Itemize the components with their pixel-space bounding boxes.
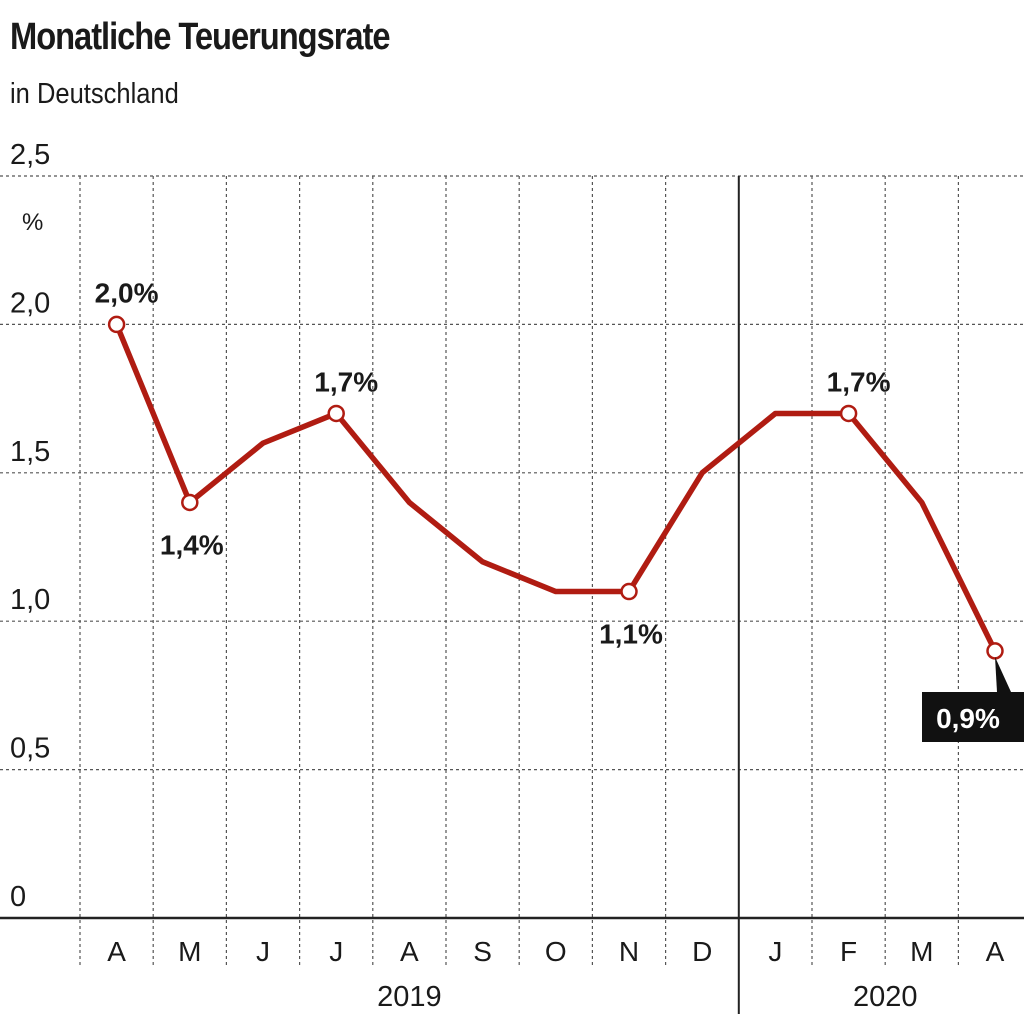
data-label-highlight: 0,9%: [936, 703, 1000, 734]
y-tick-label: 0,5: [10, 733, 50, 765]
x-tick-label: A: [400, 936, 419, 967]
data-points: [107, 315, 1004, 660]
year-label: 2019: [377, 981, 442, 1013]
grid-lines: [0, 175, 1024, 968]
x-tick-label: S: [473, 936, 492, 967]
chart-title: Monatliche Teuerungsrate: [10, 16, 391, 58]
data-point-marker: [986, 642, 1004, 660]
data-point-marker: [107, 315, 126, 334]
data-label: 2,0%: [95, 277, 159, 308]
y-tick-label: 2,0: [10, 287, 50, 319]
x-tick-label: M: [910, 936, 933, 967]
x-tick-label: J: [329, 936, 343, 967]
chart-subtitle: in Deutschland: [10, 78, 179, 110]
tick-labels: 0 0,5 1,0 1,5 2,0 2,5% A M J J A S O N D J F M A 2019 2020: [10, 139, 1005, 1013]
callout-pointer: [995, 656, 1011, 692]
callout-box: [922, 692, 1024, 742]
data-point-marker: [327, 404, 345, 423]
data-point-marker: [181, 493, 199, 512]
x-tick-label: D: [692, 936, 712, 967]
x-tick-label: J: [768, 936, 782, 967]
data-label: 1,1%: [599, 619, 663, 650]
y-tick-label: 1,5: [10, 436, 50, 468]
x-tick-label: A: [986, 936, 1005, 967]
axes: [0, 176, 1024, 1014]
data-point-marker: [620, 582, 638, 601]
data-label: 1,7%: [314, 366, 378, 397]
x-tick-label: A: [107, 936, 126, 967]
x-tick-label: N: [619, 936, 639, 967]
y-tick-label: 1,0: [10, 584, 50, 616]
x-tick-label: O: [545, 936, 567, 967]
data-labels: 2,0% 1,4% 1,7% 1,1% 1,7% 0,9%: [95, 277, 1024, 742]
x-tick-label: M: [178, 936, 201, 967]
x-tick-label: J: [256, 936, 270, 967]
x-tick-label: F: [840, 936, 857, 967]
y-tick-label: 2,5: [10, 139, 50, 171]
data-label: 1,7%: [827, 366, 891, 397]
y-unit-label: %: [22, 209, 43, 236]
year-label: 2020: [853, 981, 918, 1013]
y-tick-label: 0: [10, 881, 26, 913]
data-point-marker: [839, 404, 858, 423]
data-label: 1,4%: [160, 529, 224, 560]
